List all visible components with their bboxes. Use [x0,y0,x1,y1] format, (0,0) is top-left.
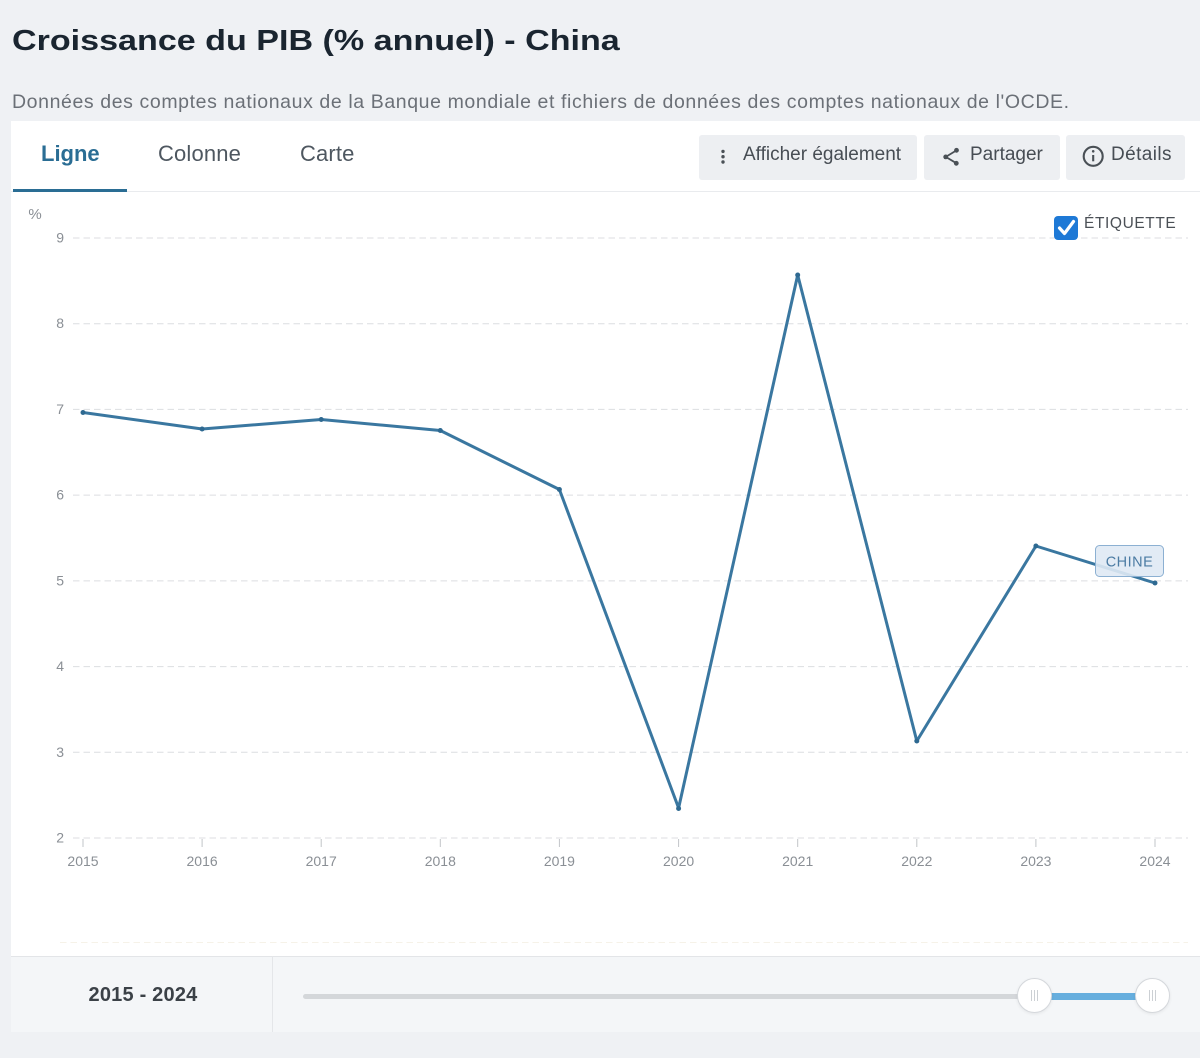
svg-text:2016: 2016 [187,853,218,869]
svg-text:6: 6 [56,487,64,503]
svg-text:9: 9 [56,230,64,246]
svg-text:3: 3 [56,744,64,760]
svg-text:4: 4 [56,658,64,674]
svg-text:7: 7 [56,401,64,417]
svg-text:2015: 2015 [67,853,98,869]
svg-text:2023: 2023 [1020,853,1051,869]
svg-text:2022: 2022 [901,853,932,869]
svg-text:2021: 2021 [782,853,813,869]
svg-text:2018: 2018 [425,853,456,869]
svg-text:CHINE: CHINE [1106,555,1154,571]
svg-text:2: 2 [56,830,64,846]
svg-text:2017: 2017 [306,853,337,869]
svg-text:2024: 2024 [1139,853,1170,869]
svg-text:2020: 2020 [663,853,694,869]
svg-text:8: 8 [56,315,64,331]
svg-text:5: 5 [56,572,64,588]
svg-text:2019: 2019 [544,853,575,869]
svg-text:%: % [28,206,41,223]
